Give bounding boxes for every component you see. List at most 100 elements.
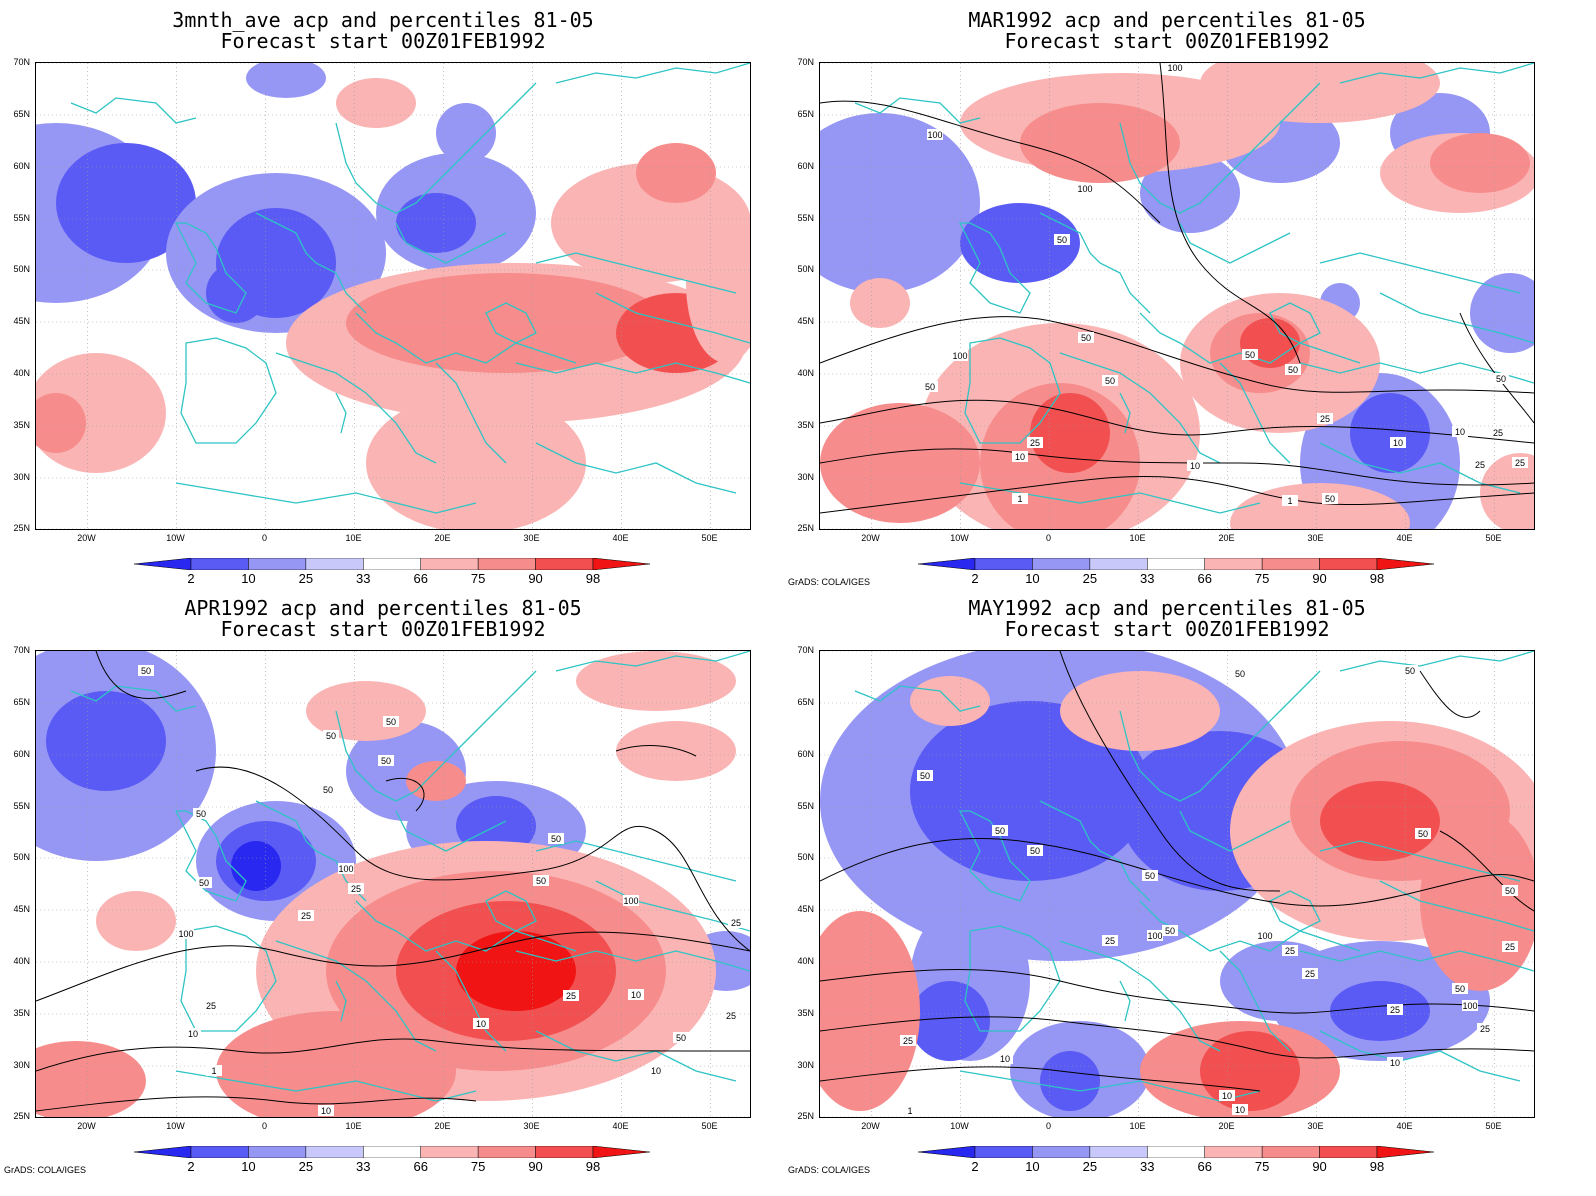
map-panel: APR1992 acp and percentiles 81-05 Forecas… [0, 588, 784, 1176]
latitude-label: 25N [13, 1111, 30, 1121]
coastline [1339, 651, 1534, 672]
coastline [958, 222, 1031, 314]
latitude-label: 30N [13, 472, 30, 482]
map-canvas: 100 100 100 50 50 50 100 50 50 50 50 25 25 10 10 10 1 1 50… [820, 63, 1534, 529]
colorbar-label: 2 [187, 1159, 195, 1174]
longitude-label: 0 [261, 533, 267, 543]
colorbar-segment [535, 1146, 594, 1158]
contour-line [820, 837, 1534, 907]
contour-label: 50 [1405, 666, 1415, 676]
contour-label: 25 [903, 1036, 913, 1046]
contour-label-bg [1257, 930, 1273, 941]
colorbar-label: 75 [470, 1159, 486, 1174]
percentile-shading [56, 143, 196, 263]
colorbar-min-arrow [134, 1146, 192, 1158]
contour-label: 50 [1081, 333, 1091, 343]
longitude-label: 20E [434, 533, 451, 543]
contour-label: 50 [1145, 871, 1155, 881]
longitude-label: 20W [77, 533, 96, 543]
contour-label-bg [193, 808, 209, 819]
contour-label: 25 [1105, 936, 1115, 946]
coastline [275, 352, 437, 464]
contour-label: 50 [196, 809, 206, 819]
colorbar-label: 98 [585, 1159, 601, 1174]
contour-label-bg [378, 755, 394, 766]
contour-line [820, 968, 1534, 1014]
contour-label: 10 [321, 1106, 331, 1116]
contour-label: 25 [1285, 946, 1295, 956]
contour-label: 25 [1480, 1024, 1490, 1034]
contour-label: 10 [1235, 1105, 1245, 1115]
contour-label: 1 [1017, 494, 1022, 504]
colorbar-segment [974, 558, 1033, 570]
contour-label-bg [628, 989, 644, 1000]
latitude-label: 50N [13, 264, 30, 274]
contour-label: 25 [206, 1001, 216, 1011]
contour-label: 10 [476, 1019, 486, 1029]
contour-label-bg [548, 833, 564, 844]
contour-label-bg [1502, 885, 1518, 896]
coastline [180, 337, 277, 444]
colorbar-segment [248, 1146, 307, 1158]
latitude-label: 60N [797, 749, 814, 759]
coastline [355, 312, 577, 364]
latitude-label: 70N [13, 645, 30, 655]
contour-line [820, 475, 1534, 514]
percentile-shading [336, 78, 416, 128]
contour-line [820, 1066, 1261, 1092]
longitude-label: 50E [1485, 1121, 1502, 1131]
contour-label: 50 [1325, 494, 1335, 504]
contour-label: 50 [1235, 669, 1245, 679]
longitude-label: 20E [1218, 1121, 1235, 1131]
contour-label: 50 [1105, 376, 1115, 386]
coastline [964, 925, 1061, 1032]
panel-subtitle: Forecast start 00Z01FEB1992 [1004, 29, 1330, 53]
colorbar-label: 25 [298, 1159, 314, 1174]
contour-label: 10 [1222, 1091, 1232, 1101]
contour-label: 100 [952, 351, 967, 361]
percentile-shading [346, 273, 666, 373]
contour-label: 50 [199, 878, 209, 888]
contour-label: 100 [623, 896, 638, 906]
colorbar-segment [1261, 558, 1320, 570]
coastline [515, 950, 750, 972]
contour-label-bg [648, 1065, 664, 1076]
percentile-shading [1470, 273, 1534, 353]
coastline [335, 82, 537, 214]
longitude-label: 20E [434, 1121, 451, 1131]
coastline [1039, 212, 1151, 314]
contour-label: 25 [1493, 428, 1503, 438]
latitude-label: 25N [13, 523, 30, 533]
contour-label-bg [298, 910, 314, 921]
colorbar-label: 66 [1197, 571, 1212, 586]
map-panel: MAY1992 acp and percentiles 81-05 Forecas… [784, 588, 1568, 1176]
colorbar-label: 66 [1197, 1159, 1212, 1174]
map-plot-area [35, 62, 751, 530]
colorbar-label: 90 [1312, 1159, 1327, 1174]
contour-label-bg [318, 1105, 334, 1116]
coastline [535, 1030, 737, 1082]
coastline [1219, 362, 1291, 464]
contour-label-bg [1012, 493, 1028, 504]
colorbar-segment [1204, 1146, 1263, 1158]
contour-label-bg [623, 895, 639, 906]
contour-label: 50 [920, 771, 930, 781]
longitude-label: 10W [950, 1121, 969, 1131]
colorbar-segment [1204, 558, 1263, 570]
contour-label-bg [917, 770, 933, 781]
percentile-shading [231, 841, 281, 891]
contour-label: 25 [1305, 969, 1315, 979]
colorbar-segment [974, 1146, 1033, 1158]
longitude-label: 10W [166, 533, 185, 543]
percentile-shading [820, 403, 980, 523]
contour-label: 25 [726, 1011, 736, 1021]
percentile-shading [456, 931, 576, 1011]
contour-label: 25 [1320, 414, 1330, 424]
coastline [1119, 82, 1321, 214]
latitude-label: 25N [797, 1111, 814, 1121]
coastline [964, 337, 1061, 444]
map-canvas: 50 50 50 50 50 50 50 100 50 100 50 25 100 25 25 25 10 10 1… [36, 651, 750, 1117]
latitude-label: 55N [797, 801, 814, 811]
map-canvas [36, 63, 750, 529]
